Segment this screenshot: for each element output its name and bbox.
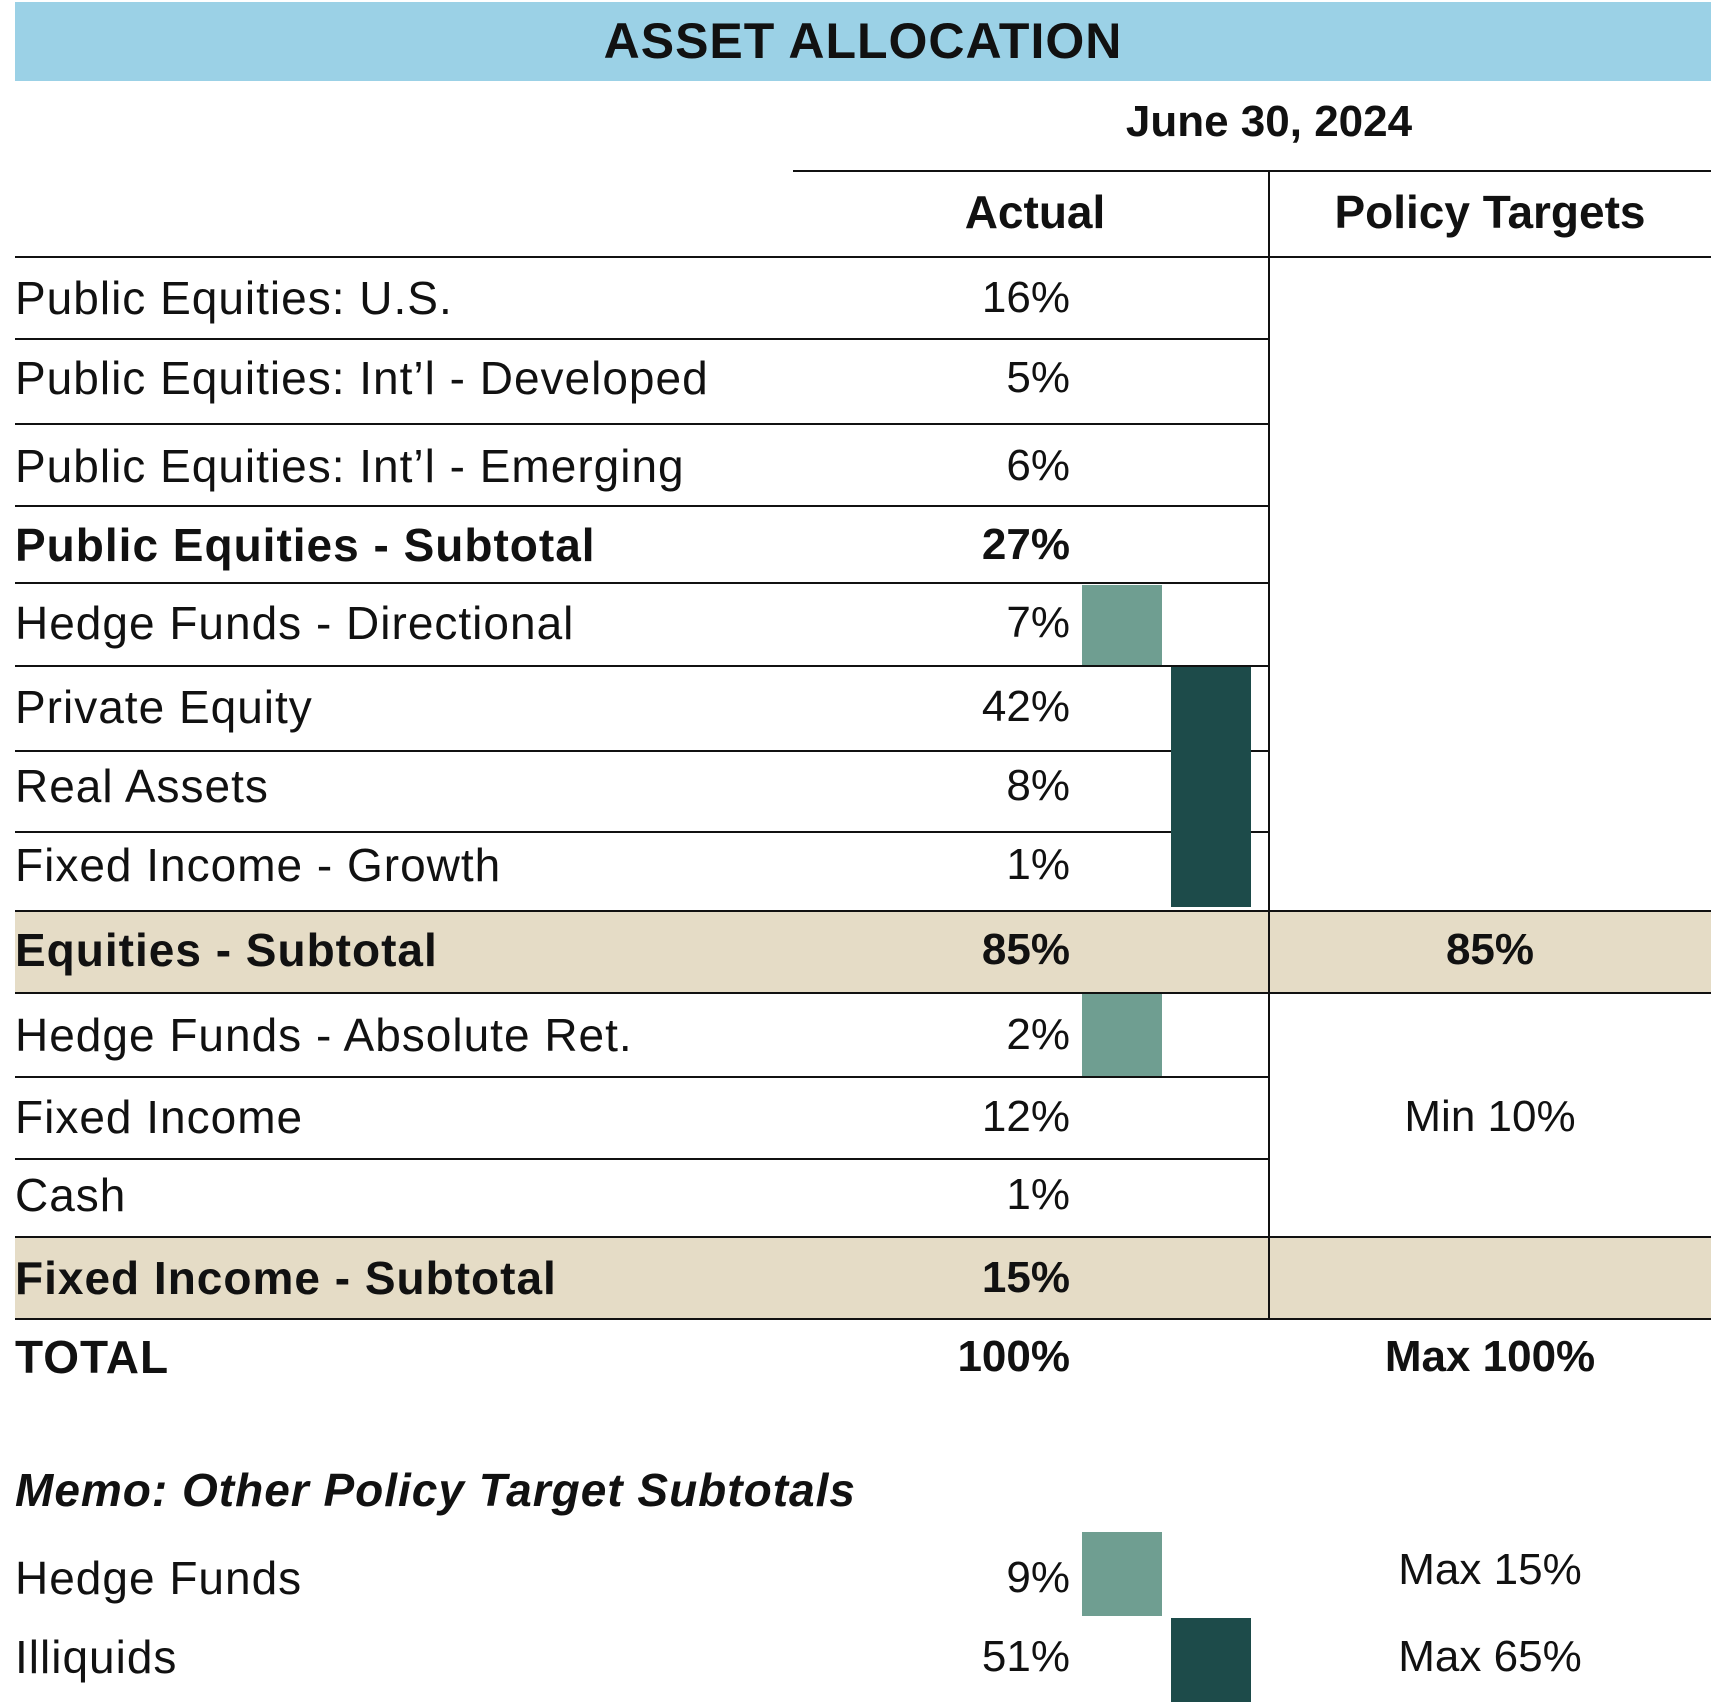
date-underline [793,170,1711,172]
memo-row-label: Hedge Funds [15,1552,303,1604]
hedge-funds-marker [1082,994,1162,1076]
row-divider [15,1158,1270,1160]
equities-subtotal-band [15,912,1711,992]
memo-row-label: Illiquids [15,1631,178,1683]
row-divider [15,831,1270,833]
row-label: Hedge Funds - Directional [15,597,575,649]
col-header-actual: Actual [964,186,1106,238]
memo-row-policy: Max 15% [1398,1545,1582,1594]
row-label: Public Equities: U.S. [15,272,453,324]
hedge-funds-marker [1082,585,1162,665]
row-label: Hedge Funds - Absolute Ret. [15,1009,633,1061]
row-label: Fixed Income - Growth [15,839,502,891]
row-actual: 6% [1006,441,1070,490]
row-policy: Max 100% [1384,1332,1596,1381]
memo-title: Memo: Other Policy Target Subtotals [15,1464,856,1516]
row-actual: 1% [1006,1170,1070,1219]
row-actual: 42% [981,682,1070,731]
row-label: Cash [15,1169,127,1221]
row-actual: 5% [1006,353,1070,402]
row-policy: 85% [1445,925,1535,974]
row-divider [15,910,1711,912]
row-actual: 16% [981,273,1070,322]
col-header-policy: Policy Targets [1334,186,1646,238]
memo-row-actual: 51% [981,1632,1070,1681]
memo-row-actual: 9% [1006,1553,1070,1602]
row-divider [15,1318,1711,1320]
header-divider [15,256,1711,258]
row-divider [15,582,1270,584]
row-actual: 1% [1006,840,1070,889]
row-divider [15,992,1711,994]
row-policy: Min 10% [1404,1092,1576,1141]
row-label: Equities - Subtotal [15,924,438,976]
date-header: June 30, 2024 [1125,97,1413,146]
row-actual: 12% [981,1092,1070,1141]
row-actual: 15% [981,1253,1070,1302]
row-actual: 7% [1006,598,1070,647]
page-title: ASSET ALLOCATION [603,13,1123,69]
memo-row-policy: Max 65% [1398,1632,1582,1681]
row-label: Fixed Income [15,1091,304,1143]
row-divider [15,1236,1711,1238]
row-label: Public Equities: Int’l - Developed [15,352,709,404]
row-divider [15,338,1270,340]
row-label: Private Equity [15,681,313,733]
row-label: Public Equities: Int’l - Emerging [15,440,685,492]
row-actual: 85% [981,925,1070,974]
row-label: Fixed Income - Subtotal [15,1252,557,1304]
row-divider [15,505,1270,507]
fixed-income-subtotal-band [15,1238,1711,1320]
hedge-funds-marker [1082,1532,1162,1616]
row-label: Public Equities - Subtotal [15,519,596,571]
row-actual: 100% [957,1332,1070,1381]
row-divider [15,1076,1270,1078]
row-label: TOTAL [15,1331,170,1383]
title-bar [15,2,1711,81]
row-label: Real Assets [15,760,269,812]
row-divider [15,750,1270,752]
illiquids-marker [1171,1618,1251,1702]
row-divider [15,665,1270,667]
row-divider [15,423,1270,425]
row-actual: 2% [1006,1010,1070,1059]
illiquids-marker [1171,667,1251,907]
row-actual: 8% [1006,761,1070,810]
column-divider [1268,172,1270,1320]
row-actual: 27% [981,520,1070,569]
